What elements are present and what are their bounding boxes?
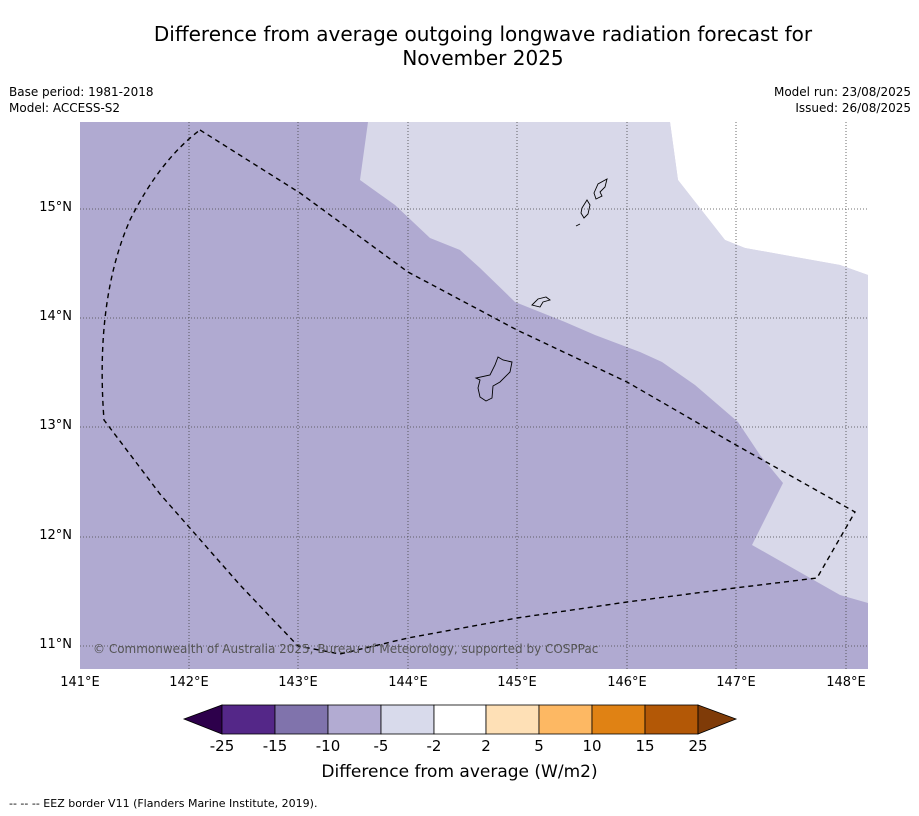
graticule xyxy=(80,122,868,669)
lon-label-146: 146°E xyxy=(607,675,647,690)
lon-label-143: 143°E xyxy=(278,675,318,690)
rota-island xyxy=(531,296,551,308)
colorbar-tick: -10 xyxy=(315,737,341,755)
title-line-1: Difference from average outgoing longwav… xyxy=(153,22,813,46)
colorbar-tick: 5 xyxy=(534,737,544,755)
colorbar-upper-extend xyxy=(697,704,738,735)
model-name: Model: ACCESS-S2 xyxy=(9,101,121,115)
colorbar-bin-9 xyxy=(644,704,699,735)
colorbar-bin-2 xyxy=(274,704,329,735)
no-data-corner xyxy=(670,122,868,275)
colorbar-tick: -5 xyxy=(373,737,389,755)
colorbar xyxy=(182,704,738,735)
aguijan-island xyxy=(575,223,581,227)
lon-label-145: 145°E xyxy=(497,675,537,690)
colorbar-tick: 25 xyxy=(688,737,708,755)
lat-label-13: 13°N xyxy=(39,418,72,433)
eez-footnote: -- -- -- EEZ border V11 (Flanders Marine… xyxy=(9,797,318,810)
meta-left: Base period: 1981-2018 Model: ACCESS-S2 xyxy=(9,84,154,116)
lat-label-12: 12°N xyxy=(39,528,72,543)
colorbar-bin-6 xyxy=(485,704,540,735)
issued-date: Issued: 26/08/2025 xyxy=(795,101,911,115)
chart-title: Difference from average outgoing longwav… xyxy=(80,22,886,70)
eez-border xyxy=(101,129,856,655)
colorbar-tick: -2 xyxy=(426,737,442,755)
base-period: Base period: 1981-2018 xyxy=(9,85,154,99)
colorbar-bin-4 xyxy=(380,704,435,735)
colorbar-bin-3 xyxy=(327,704,382,735)
colorbar-bin-1 xyxy=(221,704,276,735)
lon-label-147: 147°E xyxy=(716,675,756,690)
lon-label-141: 141°E xyxy=(60,675,100,690)
colorbar-tick: 15 xyxy=(635,737,655,755)
anomaly-region-light xyxy=(360,122,868,603)
lon-label-148: 148°E xyxy=(826,675,866,690)
title-line-2: November 2025 xyxy=(402,46,564,70)
colorbar-tick: 10 xyxy=(582,737,602,755)
colorbar-label: Difference from average (W/m2) xyxy=(321,762,598,782)
colorbar-bin-7 xyxy=(538,704,593,735)
lon-label-144: 144°E xyxy=(388,675,428,690)
tinian-island xyxy=(580,199,591,219)
model-run: Model run: 23/08/2025 xyxy=(773,85,911,99)
lat-label-15: 15°N xyxy=(39,200,72,215)
lat-label-14: 14°N xyxy=(39,309,72,324)
lon-label-142: 142°E xyxy=(169,675,209,690)
lat-label-11: 11°N xyxy=(39,637,72,652)
saipan-island xyxy=(593,178,608,200)
colorbar-tick: -15 xyxy=(262,737,288,755)
islands xyxy=(474,178,608,402)
colorbar-tick: 2 xyxy=(481,737,491,755)
copyright-notice: © Commonwealth of Australia 2025, Bureau… xyxy=(93,642,599,656)
meta-right: Model run: 23/08/2025 Issued: 26/08/2025 xyxy=(774,84,911,116)
colorbar-bin-5 xyxy=(433,704,487,735)
guam-island xyxy=(474,356,513,402)
colorbar-bin-8 xyxy=(591,704,646,735)
colorbar-lower-extend xyxy=(182,704,223,735)
colorbar-tick: -25 xyxy=(209,737,235,755)
